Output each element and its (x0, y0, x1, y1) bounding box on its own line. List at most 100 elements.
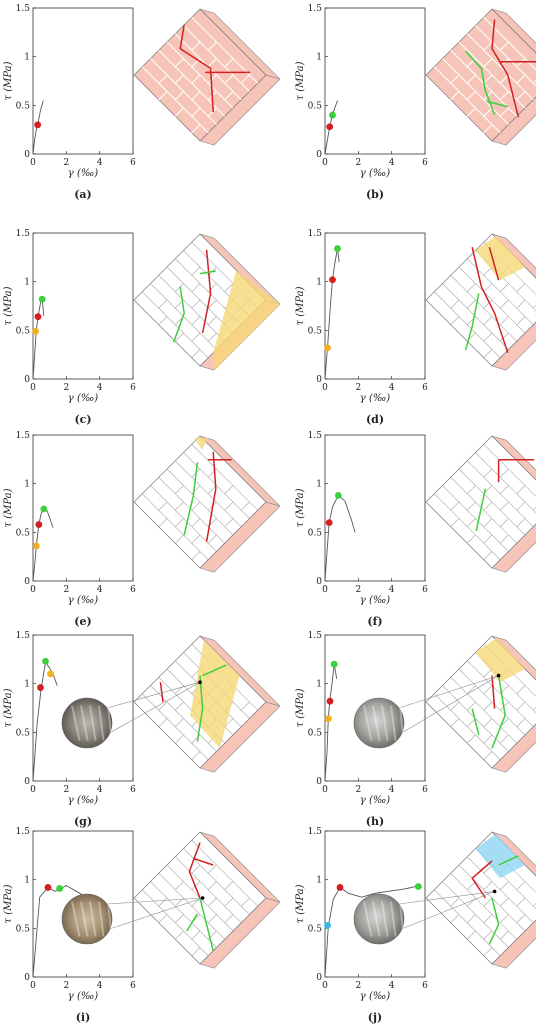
mortar-head-joint (516, 91, 526, 101)
crack-red (471, 860, 493, 899)
mortar-head-joint (516, 518, 526, 527)
photo-texture-stroke (372, 705, 381, 741)
y-tick-label: 1 (316, 53, 322, 63)
mortar-head-joint (467, 718, 476, 727)
panel-e: 0 2 4 6 0 0.5 1 1.5 γ (‰) τ (MPa) (e) (3, 431, 281, 628)
mortar-head-joint (224, 718, 234, 727)
y-tick-label: 0.5 (308, 924, 323, 934)
y-tick-label: 0 (316, 375, 322, 385)
mortar-head-joint (483, 107, 493, 117)
marker-crack (34, 313, 42, 321)
mortar-head-joint (500, 518, 509, 527)
marker-yellow (47, 670, 54, 678)
inset-leader-line (401, 891, 495, 930)
marker-peak (414, 883, 422, 890)
mortar-head-joint (175, 534, 184, 544)
y-tick-label: 1.5 (308, 631, 323, 641)
mortar-head-joint (158, 518, 168, 527)
mortar-head-joint (450, 718, 460, 727)
crack-green (491, 675, 506, 749)
mortar-head-joint (174, 74, 184, 84)
crack-red (193, 857, 214, 866)
stress-strain-curve (324, 494, 356, 582)
x-axis-label: γ (‰) (68, 393, 98, 404)
crack-green (183, 462, 199, 536)
mortar-head-joint (516, 897, 526, 907)
mortar-bed-joint (191, 444, 258, 511)
y-tick-label: 1 (24, 876, 30, 886)
plot-frame (32, 830, 134, 978)
mortar-head-joint (467, 734, 476, 744)
mortar-head-joint (483, 914, 493, 923)
masonry-wall-drawing (133, 831, 281, 969)
mortar-head-joint (175, 485, 184, 494)
mortar-head-joint (191, 266, 201, 276)
mortar-head-joint (224, 518, 234, 527)
damage-fill-region (475, 638, 525, 683)
photo-texture-stroke (390, 705, 397, 741)
x-axis-label: γ (‰) (68, 595, 98, 606)
inset-location-dot (496, 673, 501, 678)
mortar-head-joint (483, 124, 493, 134)
mortar-head-joint (466, 74, 476, 84)
x-tick-label: 4 (389, 585, 395, 595)
photo-texture-stroke (71, 705, 81, 741)
y-tick-label: 0 (316, 577, 322, 587)
panel-g: 0 2 4 6 0 0.5 1 1.5 γ (‰) τ (MPa) (g) (3, 631, 281, 828)
mortar-head-joint (175, 332, 184, 342)
mortar-head-joint (191, 947, 201, 956)
photo-texture-stroke (107, 901, 113, 937)
mortar-head-joint (516, 58, 526, 68)
stress-strain-curve (324, 664, 338, 782)
y-tick-label: 1 (316, 680, 322, 690)
mortar-bed-joint (483, 444, 536, 497)
mortar-head-joint (158, 501, 168, 511)
mortar-head-joint (241, 701, 250, 711)
stress-strain-curve (324, 100, 338, 155)
mortar-head-joint (500, 332, 509, 342)
panel-caption: (a) (74, 188, 92, 201)
x-tick-label: 0 (30, 981, 36, 991)
y-tick-label: 0.5 (16, 924, 31, 934)
mortar-head-joint (483, 41, 493, 51)
photo-texture-stroke (381, 705, 389, 741)
mortar-head-joint (158, 914, 168, 923)
mortar-head-joint (483, 283, 493, 292)
crack-green (475, 488, 487, 532)
crack-green (471, 708, 480, 736)
x-tick-label: 4 (97, 383, 103, 393)
marker-peak (42, 657, 49, 665)
mortar-head-joint (175, 734, 184, 744)
y-axis-label: τ (MPa) (3, 688, 14, 727)
plot-frame (324, 7, 426, 155)
mortar-head-joint (500, 734, 509, 744)
x-tick-label: 0 (322, 383, 328, 393)
mortar-head-joint (450, 299, 460, 309)
y-axis-label: τ (MPa) (295, 688, 306, 727)
x-tick-label: 2 (63, 585, 69, 595)
mortar-head-joint (241, 897, 250, 907)
mortar-head-joint (483, 701, 493, 711)
inset-leader-line (398, 891, 495, 905)
inset-leader-line (109, 681, 201, 734)
y-tick-label: 0 (24, 577, 30, 587)
marker-peak (38, 295, 46, 303)
mortar-head-joint (175, 718, 184, 727)
mortar-head-joint (499, 74, 509, 84)
mortar-bed-joint (191, 840, 258, 907)
mortar-head-joint (467, 501, 476, 511)
photo-texture-stroke (381, 901, 389, 937)
mortar-head-joint (207, 74, 217, 84)
panel-i: 0 2 4 6 0 0.5 1 1.5 γ (‰) τ (MPa) (i) (3, 827, 281, 1024)
mortar-head-joint (516, 485, 526, 494)
panel-h: 0 2 4 6 0 0.5 1 1.5 γ (‰) τ (MPa) (h) (295, 631, 536, 828)
plot-frame (324, 232, 426, 380)
y-tick-label: 0 (24, 150, 30, 160)
mortar-head-joint (533, 305, 536, 309)
x-tick-label: 2 (355, 981, 361, 991)
mortar-head-joint (483, 930, 493, 940)
photo-texture-stroke (363, 901, 373, 937)
mortar-head-joint (466, 107, 476, 117)
x-tick-label: 6 (130, 585, 136, 595)
